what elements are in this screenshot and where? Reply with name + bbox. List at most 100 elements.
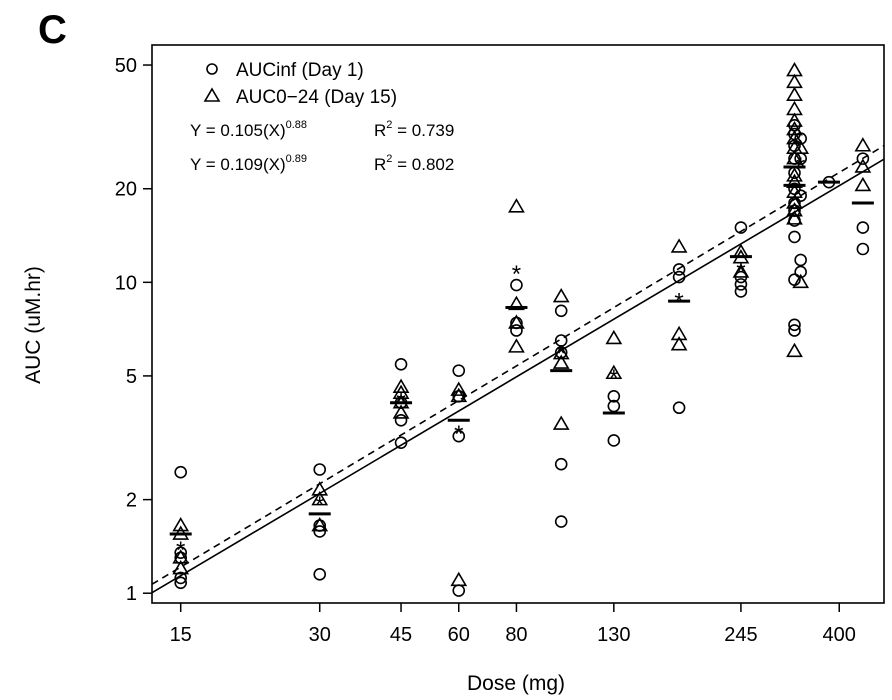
data-point-aucinf-circle	[734, 285, 748, 298]
legend-label-auc024: AUC0−24 (Day 15)	[236, 87, 397, 108]
equation-day1-r2-sup: 2	[386, 119, 392, 131]
data-point-auc024-triangle	[508, 295, 525, 311]
x-tick-label: 130	[597, 624, 630, 646]
data-point-auc024-triangle	[786, 112, 803, 127]
x-tick-label: 30	[309, 624, 331, 646]
data-point-auc024-triangle	[786, 129, 803, 145]
data-point-aucinf-circle	[856, 221, 870, 234]
data-point-aucinf-circle	[510, 324, 523, 337]
mean-star-marker: *	[176, 537, 185, 564]
equation-day1-r2-value: = 0.739	[392, 121, 454, 140]
data-point-aucinf-circle	[313, 463, 327, 476]
x-axis-title: Dose (mg)	[467, 672, 565, 695]
y-tick-label: 10	[115, 272, 137, 294]
data-point-auc024-triangle	[670, 238, 688, 253]
data-point-aucinf-circle	[672, 270, 686, 284]
data-point-aucinf-circle	[672, 401, 686, 415]
equation-day1-exponent: 0.88	[286, 119, 307, 131]
equation-day15-r2-sup: 2	[386, 153, 392, 165]
legend-circle-marker	[206, 63, 218, 75]
data-point-auc024-triangle	[786, 210, 803, 225]
y-tick-label: 20	[115, 179, 137, 201]
x-tick-label: 15	[170, 624, 192, 646]
data-point-auc024-triangle	[508, 338, 525, 353]
equation-day1: Y = 0.105(X)0.88 R2 = 0.739	[190, 119, 454, 140]
data-point-auc024-triangle	[311, 481, 329, 496]
data-point-auc024-triangle	[786, 167, 803, 182]
fit-line-day15	[151, 145, 885, 585]
data-point-auc024-triangle	[508, 198, 525, 213]
data-point-aucinf-circle	[394, 357, 408, 371]
data-point-aucinf-circle	[174, 465, 188, 479]
data-point-aucinf-circle	[394, 413, 408, 427]
y-tick-label: 5	[126, 366, 137, 388]
data-point-aucinf-circle	[510, 278, 523, 292]
plot-area: 15 30 45 60 80 130 245 400 1 2 5 10 20 50 * * * * * * * * * *	[115, 44, 885, 646]
data-point-aucinf-circle	[554, 304, 568, 318]
equation-day1-r2-label: R	[374, 121, 386, 140]
data-point-auc024-triangle	[450, 571, 468, 587]
data-point-aucinf-circle	[856, 242, 870, 256]
data-point-aucinf-circle	[788, 318, 801, 332]
data-point-aucinf-circle	[554, 457, 568, 471]
mean-star-marker: *	[674, 289, 683, 316]
data-point-auc024-triangle	[172, 517, 190, 532]
legend-label-aucinf: AUCinf (Day 1)	[236, 60, 364, 81]
data-point-aucinf-circle	[452, 584, 466, 597]
y-tick-label: 2	[126, 490, 137, 512]
data-point-auc024-triangle	[786, 120, 803, 136]
data-point-auc024-triangle	[311, 517, 329, 532]
data-point-aucinf-circle	[452, 364, 466, 377]
mean-star-marker: *	[315, 492, 324, 519]
mean-star-marker: *	[512, 261, 521, 288]
data-point-auc024-triangle	[786, 202, 803, 217]
data-point-auc024-triangle	[450, 387, 468, 403]
equation-day15-r2-label: R	[374, 155, 386, 174]
data-point-auc024-triangle	[786, 194, 803, 209]
equation-day1-lhs: Y = 0.105(X)	[190, 121, 286, 140]
data-point-aucinf-circle	[607, 389, 621, 403]
mean-star-marker: *	[396, 388, 405, 415]
data-point-auc024-triangle	[392, 384, 410, 399]
data-point-aucinf-circle	[856, 152, 870, 165]
data-point-aucinf-circle	[174, 571, 188, 585]
data-point-auc024-triangle	[792, 273, 810, 289]
plot-frame	[151, 44, 885, 604]
equation-day15-exponent: 0.89	[286, 153, 307, 165]
data-point-auc024-triangle	[670, 336, 688, 351]
data-point-auc024-triangle	[450, 381, 468, 396]
data-point-aucinf-circle	[794, 265, 807, 279]
data-point-aucinf-circle	[788, 230, 801, 244]
data-point-aucinf-circle	[174, 546, 188, 559]
data-point-auc024-triangle	[552, 354, 570, 369]
mean-star-marker: *	[609, 365, 618, 392]
y-tick-label: 1	[126, 583, 137, 605]
x-tick-label: 245	[724, 624, 757, 646]
x-tick-label: 60	[448, 624, 470, 646]
x-tick-label: 400	[823, 624, 856, 646]
data-point-auc024-triangle	[552, 287, 570, 303]
legend-triangle-marker	[203, 87, 221, 102]
equation-day15-r2-value: = 0.802	[392, 155, 454, 174]
y-axis-title: AUC (uM.hr)	[22, 266, 45, 384]
data-point-auc024-triangle	[392, 404, 410, 419]
mean-star-marker: *	[454, 421, 463, 448]
mean-star-marker: *	[736, 258, 745, 285]
data-point-auc024-triangle	[786, 73, 803, 89]
data-point-auc024-triangle	[670, 325, 688, 341]
data-point-auc024-triangle	[605, 364, 623, 380]
data-point-aucinf-circle	[313, 568, 327, 581]
data-point-aucinf-circle	[607, 434, 621, 447]
data-point-auc024-triangle	[508, 314, 525, 329]
data-point-aucinf-circle	[313, 525, 327, 538]
data-point-auc024-triangle	[786, 150, 803, 165]
data-point-auc024-triangle	[854, 158, 872, 173]
data-point-auc024-triangle	[732, 263, 750, 278]
data-point-aucinf-circle	[394, 436, 408, 449]
data-point-auc024-triangle	[786, 86, 803, 101]
data-point-aucinf-circle	[734, 278, 748, 291]
y-tick-label: 50	[115, 55, 137, 77]
data-point-auc024-triangle	[792, 139, 810, 155]
data-point-auc024-triangle	[392, 378, 410, 393]
